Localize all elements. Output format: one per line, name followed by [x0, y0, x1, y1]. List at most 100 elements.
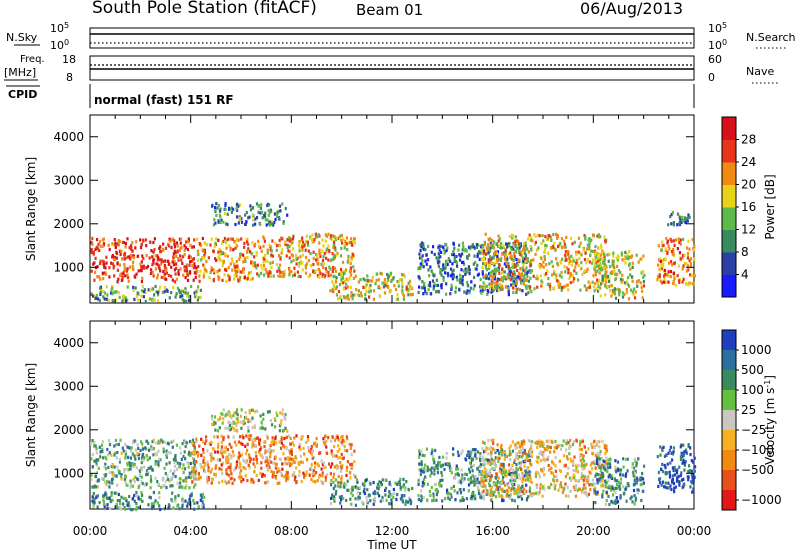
- power-cell: [437, 256, 440, 260]
- power-cell: [496, 242, 499, 246]
- velocity-cell: [587, 478, 590, 482]
- power-cell: [409, 293, 413, 297]
- velocity-cell: [539, 483, 542, 487]
- power-cell: [435, 283, 438, 288]
- power-cell: [610, 283, 613, 288]
- velocity-cell: [218, 458, 221, 462]
- velocity-cell: [145, 473, 148, 477]
- velocity-cell: [107, 453, 110, 457]
- velocity-cell: [221, 461, 224, 465]
- velocity-cell: [569, 489, 572, 493]
- power-cell: [601, 266, 604, 270]
- velocity-cell: [229, 413, 232, 417]
- power-cell: [530, 263, 533, 267]
- power-cell: [293, 266, 296, 270]
- velocity-cell: [419, 472, 422, 477]
- power-cell: [122, 271, 125, 275]
- velocity-cell: [224, 479, 227, 483]
- power-cell: [169, 239, 172, 243]
- power-cell: [111, 255, 114, 259]
- velocity-cell: [269, 451, 272, 455]
- velocity-cell: [95, 471, 98, 475]
- velocity-cell: [548, 468, 551, 472]
- velocity-cell: [314, 461, 317, 465]
- velocity-cell: [433, 472, 436, 476]
- power-cell: [585, 269, 588, 273]
- power-cell: [408, 288, 411, 292]
- power-cell: [157, 299, 160, 303]
- power-cell: [218, 268, 221, 272]
- power-cell: [583, 234, 586, 238]
- power-cell: [539, 263, 542, 267]
- velocity-cell: [145, 469, 149, 473]
- velocity-cell: [531, 494, 534, 498]
- velocity-cell: [203, 495, 206, 499]
- power-cell: [579, 288, 582, 292]
- velocity-cell: [555, 446, 558, 450]
- velocity-cell: [126, 503, 129, 507]
- nsky-tick-top: 105: [50, 21, 69, 35]
- power-cell: [442, 266, 445, 270]
- velocity-cell: [503, 489, 506, 494]
- power-cell: [488, 245, 491, 249]
- velocity-cell: [508, 472, 511, 477]
- power-cell: [667, 274, 670, 278]
- velocity-cell: [515, 442, 518, 446]
- velocity-cell: [465, 497, 468, 501]
- velocity-cell: [513, 458, 516, 462]
- power-cell: [509, 267, 512, 271]
- velocity-cell: [604, 464, 607, 468]
- power-cell: [624, 250, 627, 254]
- power-cell: [528, 233, 531, 237]
- power-cell: [427, 268, 430, 272]
- power-cell: [263, 257, 266, 261]
- velocity-cell: [576, 488, 579, 492]
- velocity-cell: [298, 470, 301, 474]
- velocity-cell: [434, 488, 437, 492]
- velocity-cell: [320, 479, 323, 483]
- power-cell: [235, 207, 238, 211]
- velocity-cell: [588, 483, 591, 487]
- velocity-cell: [228, 424, 231, 428]
- power-cell: [322, 255, 325, 259]
- power-cell: [546, 236, 549, 241]
- velocity-cell: [492, 481, 495, 485]
- power-cell: [383, 278, 387, 282]
- velocity-cell: [227, 458, 230, 463]
- power-cell: [186, 240, 190, 244]
- velocity-cell: [110, 453, 113, 457]
- velocity-cell: [230, 416, 233, 420]
- velocity-cell: [306, 435, 310, 439]
- velocity-cell: [271, 439, 274, 443]
- velocity-cell: [431, 499, 434, 503]
- power-cell: [510, 270, 513, 274]
- velocity-cell: [471, 492, 474, 496]
- power-cell: [109, 291, 113, 295]
- power-cell: [527, 291, 530, 295]
- velocity-cell: [202, 460, 205, 464]
- power-cell: [175, 241, 178, 245]
- power-cell: [339, 295, 342, 299]
- velocity-cell: [144, 446, 147, 450]
- velocity-cell: [137, 457, 140, 461]
- velocity-cell: [184, 477, 187, 481]
- velocity-cell: [544, 458, 547, 463]
- velocity-cell: [237, 420, 240, 424]
- power-cell: [631, 254, 634, 258]
- power-cell: [352, 293, 355, 297]
- power-cell: [264, 218, 267, 222]
- power-cell: [493, 240, 496, 244]
- power-cell: [462, 245, 465, 249]
- power-cell: [183, 289, 186, 293]
- velocity-cell: [561, 490, 564, 494]
- power-cell: [590, 249, 593, 253]
- power-cell: [545, 263, 548, 267]
- velocity-cell: [541, 469, 544, 473]
- velocity-cell: [294, 455, 297, 459]
- power-cell: [342, 287, 345, 291]
- power-cell: [573, 277, 576, 281]
- velocity-cell: [279, 457, 282, 462]
- velocity-cell: [636, 488, 639, 492]
- power-cell: [234, 222, 237, 227]
- power-cell: [113, 243, 116, 247]
